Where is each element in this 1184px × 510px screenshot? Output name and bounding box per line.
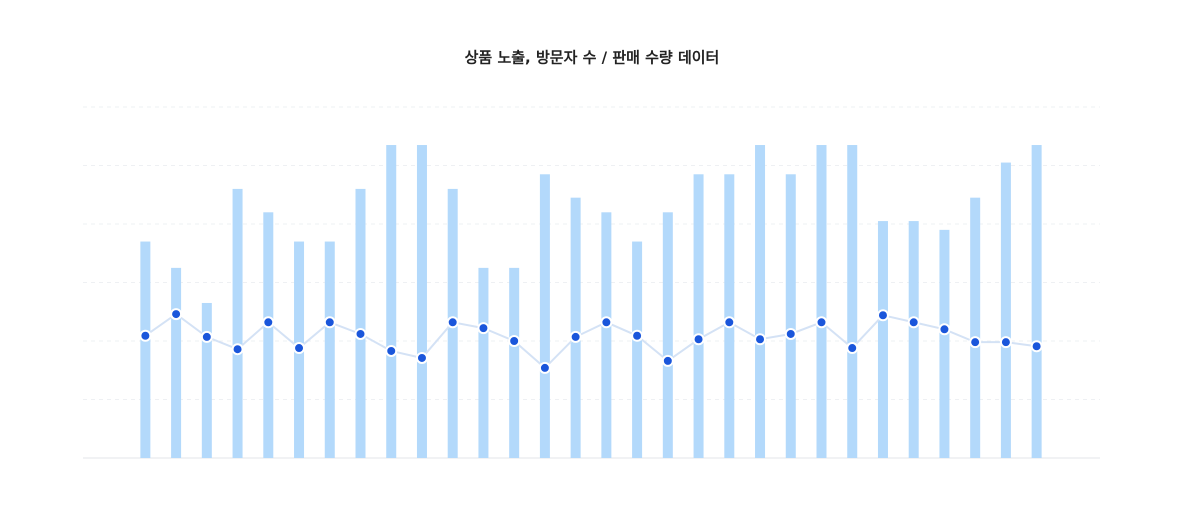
bar xyxy=(539,174,550,458)
bar xyxy=(386,145,397,458)
point xyxy=(139,329,152,342)
point xyxy=(415,351,428,364)
point xyxy=(170,308,183,321)
point xyxy=(692,333,705,346)
bar xyxy=(785,174,796,458)
bar xyxy=(724,174,735,458)
bar xyxy=(601,212,612,458)
point xyxy=(262,316,275,329)
bar xyxy=(662,212,673,458)
point xyxy=(846,342,859,355)
bar xyxy=(324,241,335,458)
bar xyxy=(877,221,888,458)
bar xyxy=(755,145,766,458)
bar xyxy=(970,197,981,459)
point xyxy=(723,316,736,329)
point xyxy=(477,322,490,335)
point xyxy=(323,316,336,329)
point xyxy=(999,336,1012,349)
point xyxy=(938,323,951,336)
point xyxy=(231,343,244,356)
chart-title: 상품 노출, 방문자 수 / 판매 수량 데이터 xyxy=(465,49,720,67)
bar xyxy=(693,174,704,458)
point xyxy=(815,316,828,329)
bar xyxy=(478,267,489,458)
bar xyxy=(1000,162,1011,458)
point xyxy=(754,333,767,346)
bar xyxy=(171,267,182,458)
point xyxy=(876,309,889,322)
bar xyxy=(263,212,274,458)
point xyxy=(569,330,582,343)
point xyxy=(354,327,367,340)
point xyxy=(538,361,551,374)
point xyxy=(600,316,613,329)
bar xyxy=(939,229,950,458)
bar xyxy=(416,145,427,458)
point xyxy=(446,316,459,329)
point xyxy=(631,329,644,342)
point xyxy=(907,316,920,329)
point xyxy=(661,354,674,367)
bar xyxy=(570,197,581,459)
point xyxy=(385,344,398,357)
point xyxy=(293,342,306,355)
bar xyxy=(816,145,827,458)
point xyxy=(969,336,982,349)
bar xyxy=(140,241,151,458)
bar xyxy=(355,188,366,458)
point xyxy=(200,330,213,343)
bar xyxy=(908,221,919,458)
point xyxy=(784,327,797,340)
bar xyxy=(201,302,212,458)
bar xyxy=(509,267,520,458)
point xyxy=(508,335,521,347)
bar xyxy=(847,145,858,458)
bar xyxy=(632,241,643,458)
bar xyxy=(232,188,243,458)
bar xyxy=(1031,145,1042,458)
point xyxy=(1030,340,1043,353)
